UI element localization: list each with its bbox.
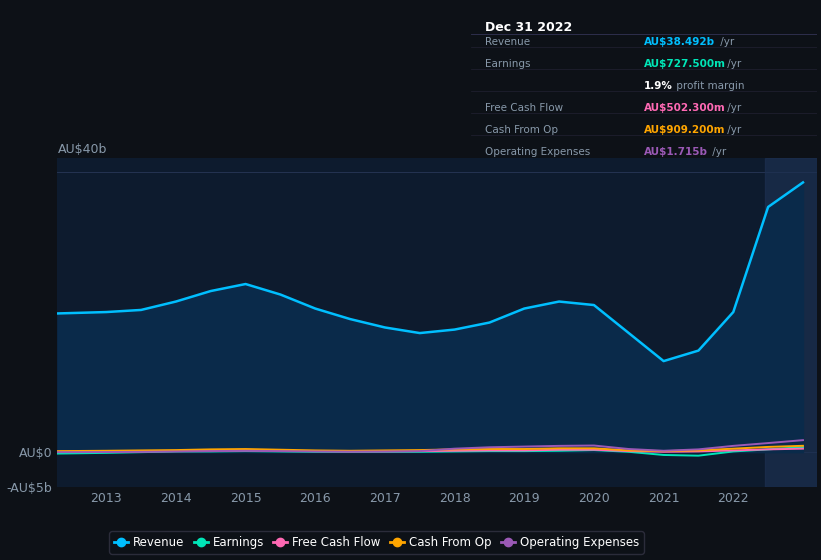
Text: /yr: /yr [724,103,741,113]
Text: /yr: /yr [724,59,741,69]
Text: AU$40b: AU$40b [57,143,107,156]
Text: AU$909.200m: AU$909.200m [644,125,726,136]
Text: AU$727.500m: AU$727.500m [644,59,726,69]
Text: Operating Expenses: Operating Expenses [485,147,590,157]
Text: AU$38.492b: AU$38.492b [644,37,715,47]
Text: Cash From Op: Cash From Op [485,125,558,136]
Text: AU$502.300m: AU$502.300m [644,103,726,113]
Text: Revenue: Revenue [485,37,530,47]
Text: /yr: /yr [717,37,734,47]
Text: /yr: /yr [724,125,741,136]
Text: profit margin: profit margin [673,81,745,91]
Text: Free Cash Flow: Free Cash Flow [485,103,563,113]
Text: Earnings: Earnings [485,59,530,69]
Text: /yr: /yr [709,147,727,157]
Bar [764,158,817,487]
Text: Dec 31 2022: Dec 31 2022 [485,21,572,34]
Text: AU$1.715b: AU$1.715b [644,147,709,157]
Legend: Revenue, Earnings, Free Cash Flow, Cash From Op, Operating Expenses: Revenue, Earnings, Free Cash Flow, Cash … [109,531,644,554]
Text: 1.9%: 1.9% [644,81,673,91]
